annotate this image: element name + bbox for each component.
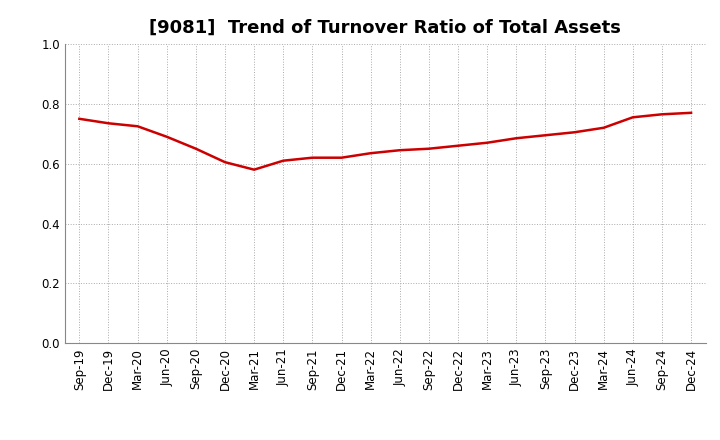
Title: [9081]  Trend of Turnover Ratio of Total Assets: [9081] Trend of Turnover Ratio of Total … [149,19,621,37]
